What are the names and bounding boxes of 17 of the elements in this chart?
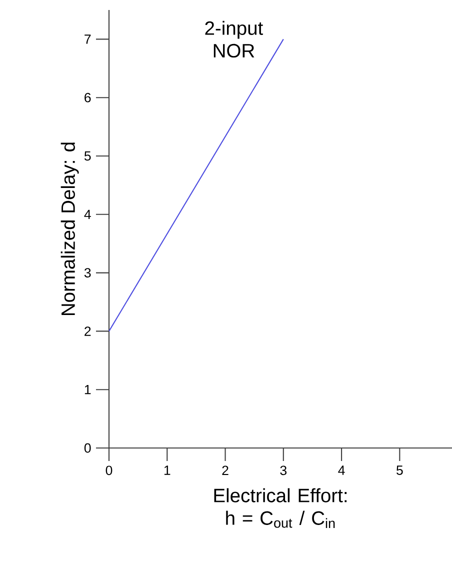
series-label: 2-input NOR [205,20,263,58]
x-tick-label: 4 [338,466,345,475]
y-tick-label: 7 [84,34,91,44]
x-tick-label: 0 [106,466,112,476]
x-tick-label: 2 [222,466,228,475]
y-tick-label: 0 [84,443,91,453]
y-tick-label: 6 [84,92,91,102]
y-axis-title: Normalized Delay: d [60,142,79,316]
x-tick-label: 5 [396,466,403,475]
y-tick-label: 3 [84,268,91,278]
y-tick-label: 1 [84,385,91,394]
x-axis-title: Electrical Effort: h = C$_{out}$ / C$_{in}$ [214,488,347,528]
x-tick-label: 1 [164,466,170,475]
y-tick-label: 5 [84,151,91,161]
x-tick-label: 3 [280,466,287,476]
y-tick-label: 2 [84,326,91,336]
y-tick-label: 4 [84,210,91,219]
